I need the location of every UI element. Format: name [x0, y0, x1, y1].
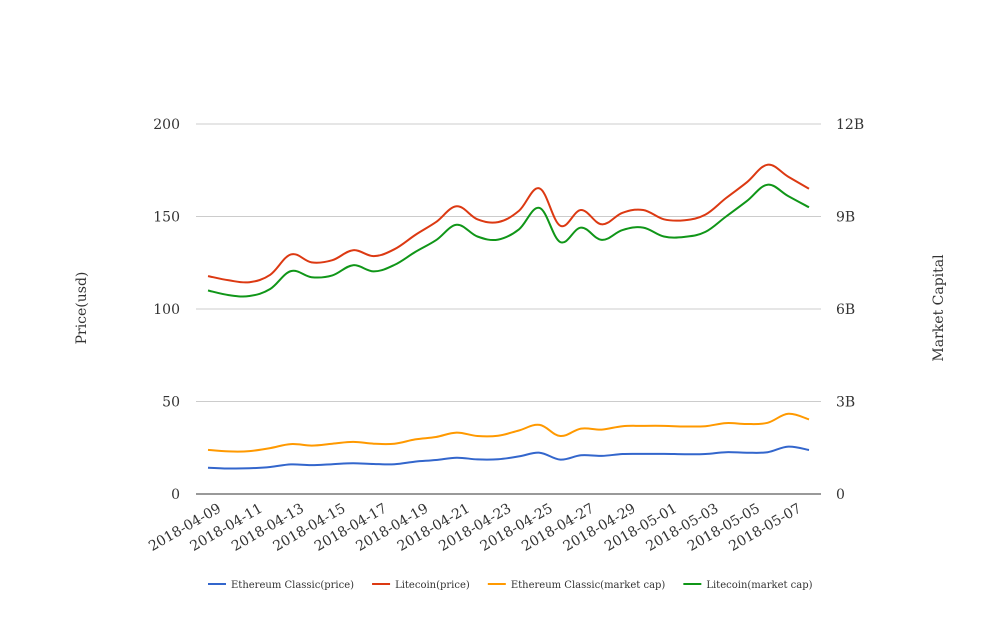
- y-left-tick-label: 100: [153, 302, 180, 318]
- series-line-litecoin-price: [207, 163, 810, 284]
- y-right-tick-label: 12B: [836, 117, 864, 133]
- legend-item-ethereum-classic-price: Ethereum Classic(price): [208, 580, 354, 591]
- legend-label: Litecoin(price): [395, 580, 470, 591]
- legend-item-litecoin-market-cap: Litecoin(market cap): [683, 580, 813, 591]
- y-left-tick-label: 50: [162, 395, 180, 411]
- legend-item-litecoin-price: Litecoin(price): [372, 580, 470, 591]
- y-left-axis-title: Price(usd): [74, 272, 90, 345]
- y-right-tick-label: 6B: [836, 302, 855, 318]
- series-line-litecoin-market-cap: [207, 183, 810, 298]
- legend: Ethereum Classic(price) Litecoin(price) Et…: [208, 580, 813, 591]
- series-lines: [207, 163, 810, 470]
- y-left-tick-label: 0: [171, 487, 180, 503]
- series-line-ethereum-classic-price: [207, 445, 810, 470]
- y-left-tick-label: 150: [153, 210, 180, 226]
- legend-label: Ethereum Classic(market cap): [511, 580, 666, 591]
- y-right-tick-label: 3B: [836, 395, 855, 411]
- legend-item-ethereum-classic-market-cap: Ethereum Classic(market cap): [487, 580, 666, 591]
- y-left-tick-label: 200: [153, 117, 180, 133]
- y-right-tick-label: 9B: [836, 210, 855, 226]
- y-right-tick-label: 0: [836, 487, 845, 503]
- series-line-ethereum-classic-market-cap: [207, 412, 810, 453]
- y-right-axis-title: Market Capital: [931, 254, 947, 362]
- legend-label: Ethereum Classic(price): [231, 580, 354, 591]
- grid-lines: [196, 123, 821, 495]
- legend-label: Litecoin(market cap): [706, 580, 812, 591]
